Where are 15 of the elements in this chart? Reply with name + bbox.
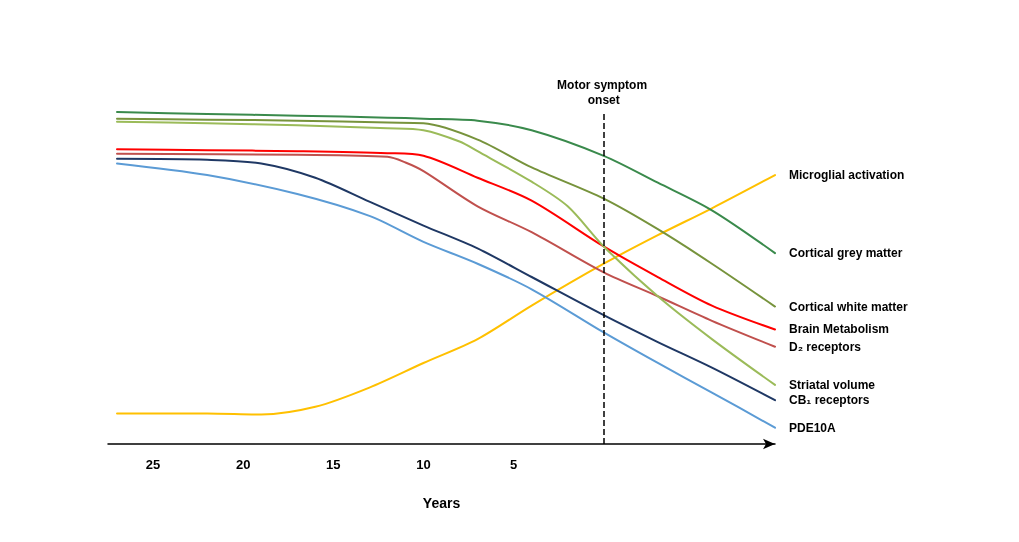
series-label: Cortical grey matter [789, 246, 903, 261]
series-label: Microglial activation [789, 168, 905, 183]
x-axis-title: Years [422, 495, 461, 511]
series-label: Cortical white matter [789, 299, 909, 314]
series-label: Brain Metabolism [789, 322, 890, 337]
ref-line-label: Motor symptom onset [557, 77, 651, 107]
series-label: PDE10A [789, 420, 837, 435]
x-tick-label: 20 [235, 457, 251, 472]
series-label: CB₁ receptors [789, 393, 870, 408]
x-tick-label: 10 [416, 457, 431, 472]
x-tick-label: 15 [326, 457, 341, 472]
x-tick-label: 5 [509, 457, 518, 472]
x-tick-label: 25 [145, 457, 161, 472]
series-label: Striatal volume [789, 377, 876, 392]
series-label: D₂ receptors [789, 339, 862, 354]
